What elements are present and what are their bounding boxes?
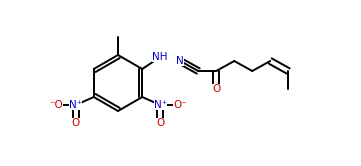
Text: N: N xyxy=(177,56,184,66)
Text: N⁺: N⁺ xyxy=(154,100,167,110)
Text: N⁺: N⁺ xyxy=(69,100,82,110)
Text: O⁻: O⁻ xyxy=(173,100,187,110)
Text: O: O xyxy=(71,118,80,128)
Text: NH: NH xyxy=(152,52,168,62)
Text: ⁻O: ⁻O xyxy=(49,100,62,110)
Text: O: O xyxy=(156,118,164,128)
Text: O: O xyxy=(212,84,220,94)
